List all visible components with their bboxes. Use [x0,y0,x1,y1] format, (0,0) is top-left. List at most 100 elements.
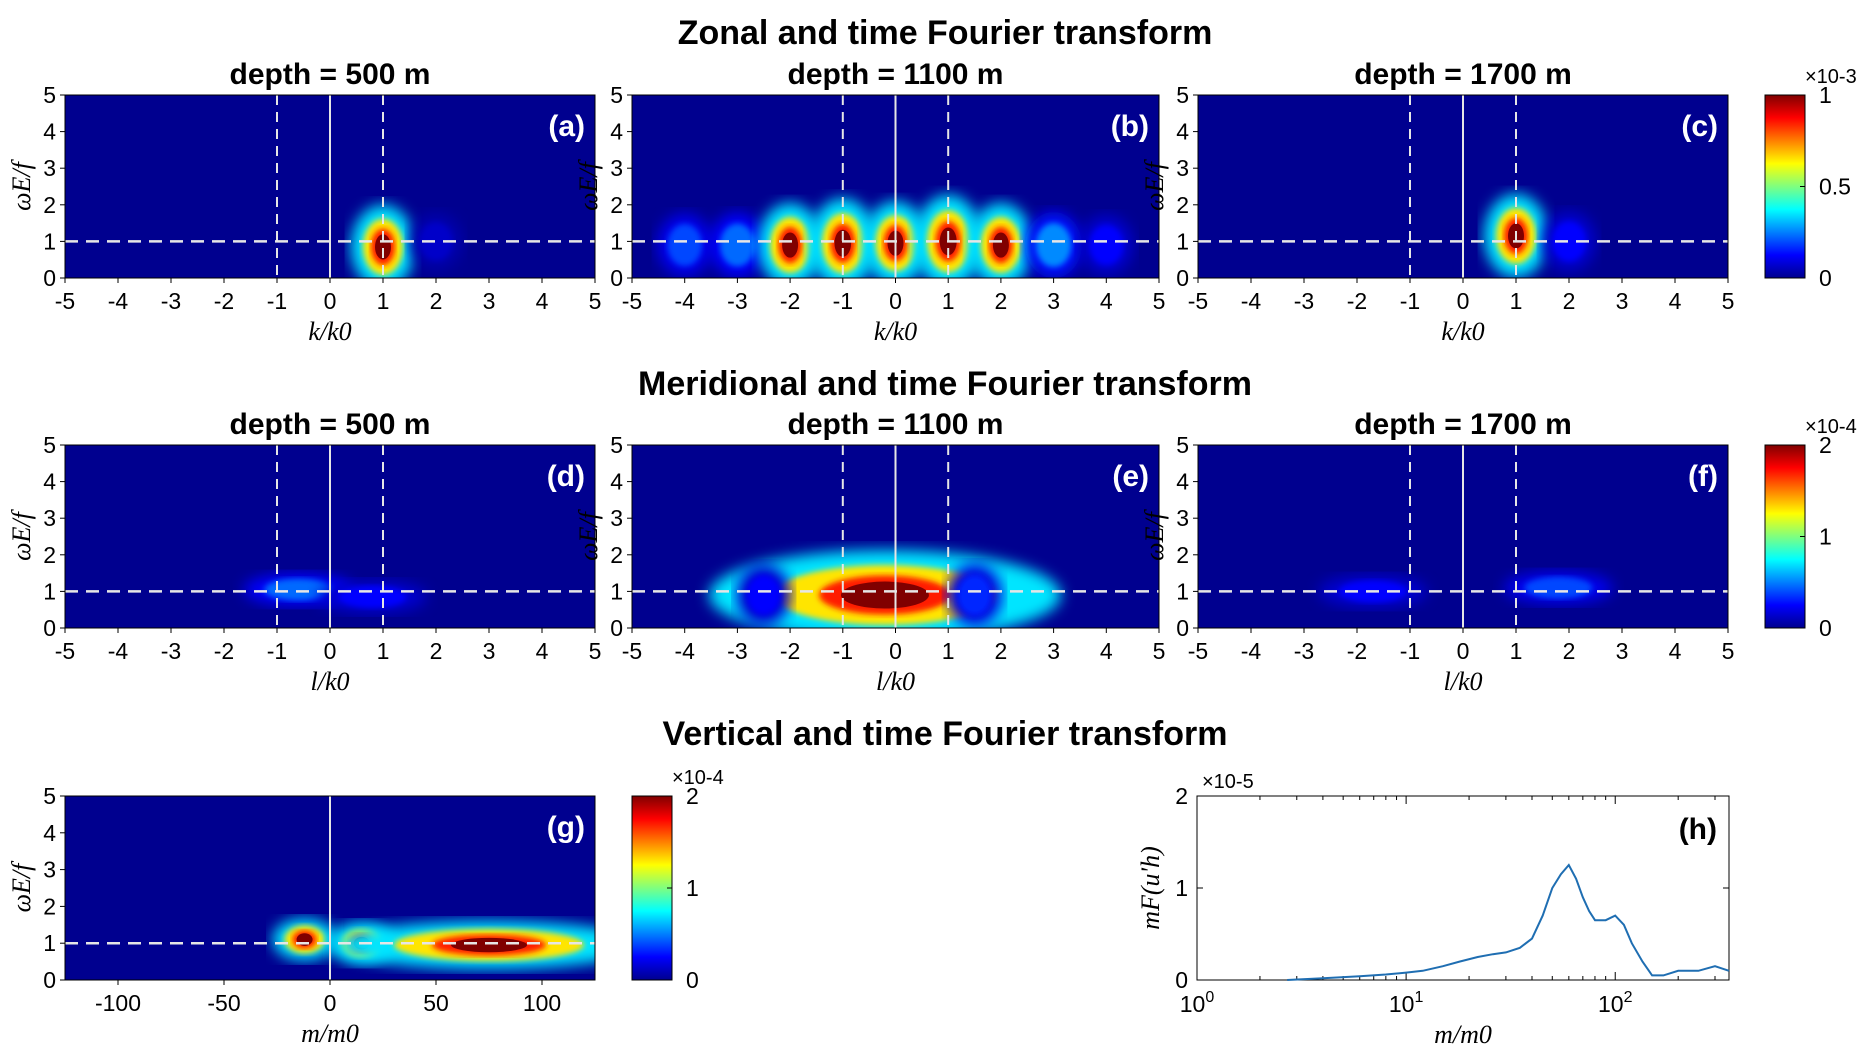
x-tick-label: 0 [889,288,902,314]
y-tick-label: 3 [610,505,623,531]
y-axis-label: ωE/f [574,158,603,210]
heatmap-peak-center [451,937,527,953]
x-tick-label: -50 [207,990,240,1016]
panel-label: (c) [1681,110,1718,143]
panel-title: depth = 1700 m [1354,58,1572,91]
y-tick-label: 2 [1175,783,1188,809]
colorbar-tick-label: 1 [686,875,699,901]
y-tick-label: 5 [43,432,56,458]
x-tick-label: 3 [1616,288,1629,314]
panel-title: depth = 1700 m [1354,408,1572,441]
x-tick-label: 2 [995,638,1008,664]
x-tick-label: 3 [1047,638,1060,664]
colorbar-gradient [1764,94,1806,279]
colorbar-tick-label: 1 [1819,524,1832,550]
heatmap-peak [746,575,781,616]
x-axis-label: k/k0 [874,317,917,346]
panel-d-heatmap: -5 -4 -3 -2 -1 0 1 2 3 4 5 0 1 2 3 4 5 l/k0 ωE/f depth = 50… [7,408,601,696]
x-tick-label: -2 [780,638,800,664]
y-tick-label: 2 [1176,192,1189,218]
x-tick-label: 4 [1100,638,1113,664]
x-tick-label: 0 [1457,288,1470,314]
heatmap-peak-center [840,581,929,609]
y-tick-label: 1 [43,578,56,604]
x-tick-label: -2 [780,288,800,314]
heatmap-peak [720,223,755,267]
x-tick-label: -5 [1188,288,1208,314]
y-tick-label: 2 [1176,542,1189,568]
panel-title: depth = 1100 m [788,408,1004,441]
section-title-zonal: Zonal and time Fourier transform [678,14,1213,52]
y-tick-label: 1 [43,930,56,956]
x-tick-label: 4 [536,638,549,664]
x-tick-label: 1 [942,638,955,664]
x-tick-label: -3 [1294,638,1314,664]
y-axis-label: ωE/f [1140,508,1169,560]
x-tick-label: -3 [1294,288,1314,314]
colorbar-exponent: ×10-3 [1805,66,1857,88]
y-tick-label: 1 [43,228,56,254]
x-tick-label: 5 [1153,288,1166,314]
heatmap-peak [957,574,992,616]
y-tick-label: 4 [1176,119,1189,145]
panel-title: depth = 1100 m [788,58,1004,91]
x-tick-label: 5 [1153,638,1166,664]
x-axis-label: l/k0 [876,667,915,696]
x-tick-label: 4 [1100,288,1113,314]
panel-a-heatmap: -5 -4 -3 -2 -1 0 1 2 3 4 5 0 1 2 3 4 5 k/k0 ωE/f depth = 50… [7,58,601,346]
y-tick-label: 1 [1176,578,1189,604]
x-tick-label: 1 [1510,288,1523,314]
y-tick-label: 0 [1176,615,1189,641]
panel-label: (g) [547,811,585,844]
x-tick-label: 5 [589,638,602,664]
x-tick-label: -3 [727,638,747,664]
panel-label: (a) [548,110,585,143]
panel-label: (b) [1111,110,1149,143]
x-tick-label: -5 [622,638,642,664]
x-tick-label: 100 [1180,989,1215,1017]
panel-h-line-chart: 100 101 102 0 1 2 ×10-5 m/m0 mF(u'h) (h) [1136,771,1730,1049]
panel-title: depth = 500 m [230,408,431,441]
x-tick-label: 4 [536,288,549,314]
y-tick-label: 3 [1176,155,1189,181]
y-tick-label: 3 [43,857,56,883]
y-tick-label: 0 [610,615,623,641]
axes-frame [1196,795,1730,981]
colorbar-vertical: 0 1 2×10-4 [631,767,724,993]
y-tick-label: 2 [43,893,56,919]
y-tick-label: 4 [43,119,56,145]
y-tick-label: 3 [1176,505,1189,531]
x-tick-label: 0 [1457,638,1470,664]
colorbar-tick-label: 0.5 [1819,174,1851,200]
y-tick-label: 1 [1176,228,1189,254]
colorbar-exponent: ×10-4 [672,767,724,789]
heatmap-peak-center [834,229,852,257]
x-tick-label: 1 [942,288,955,314]
y-axis-label: ωE/f [7,508,36,560]
y-axis-label: ωE/f [7,860,36,912]
x-tick-label: -4 [674,638,695,664]
y-tick-label: 2 [43,192,56,218]
x-tick-label: -1 [833,288,853,314]
x-tick-label: 0 [889,638,902,664]
y-tick-label: 0 [1176,265,1189,291]
heatmap-peak [1552,221,1586,262]
panel-label: (d) [547,460,585,493]
colorbar-tick-label: 1 [1819,82,1832,108]
x-tick-label: -2 [1347,638,1367,664]
panel-g-heatmap: -100 -50 0 50 100 0 1 2 3 4 5 m/m0 ωE/f (g) [7,783,596,1048]
x-tick-label: 101 [1389,989,1424,1017]
x-tick-label: -3 [161,288,181,314]
y-tick-label: 2 [610,542,623,568]
x-tick-label: 2 [430,288,443,314]
y-tick-label: 5 [43,82,56,108]
x-axis-label: l/k0 [1444,667,1483,696]
x-tick-label: -4 [1241,638,1262,664]
x-axis-label: l/k0 [311,667,350,696]
colorbar-tick-label: 2 [1819,432,1832,458]
x-tick-label: 5 [1722,638,1735,664]
